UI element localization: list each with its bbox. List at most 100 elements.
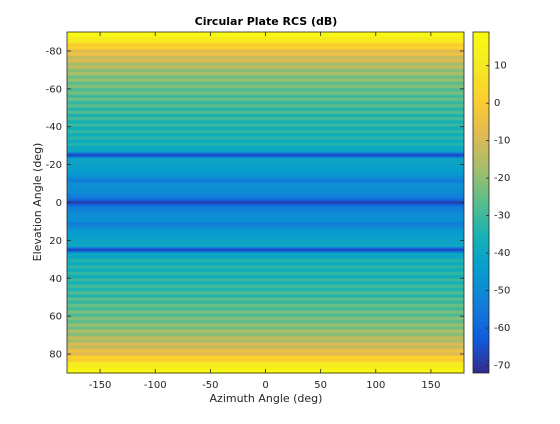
heatmap-row bbox=[67, 159, 464, 161]
heatmap-row bbox=[67, 235, 464, 238]
heatmap-row bbox=[67, 336, 464, 339]
heatmap-row bbox=[67, 79, 464, 81]
heatmap-row bbox=[67, 364, 464, 367]
heatmap-row bbox=[67, 242, 464, 245]
y-tick-label: -20 bbox=[46, 160, 62, 171]
heatmap-row bbox=[67, 89, 464, 91]
heatmap-row bbox=[67, 367, 464, 370]
heatmap-row bbox=[67, 346, 464, 349]
heatmap-row bbox=[67, 75, 464, 77]
heatmap-row bbox=[67, 276, 464, 279]
heatmap-row bbox=[67, 120, 464, 122]
heatmap-row bbox=[67, 229, 464, 232]
heatmap-row bbox=[67, 322, 464, 325]
heatmap-row bbox=[67, 216, 464, 219]
heatmap-area bbox=[67, 32, 464, 374]
heatmap-row bbox=[67, 145, 464, 147]
heatmap-row bbox=[67, 162, 464, 164]
heatmap-row bbox=[67, 47, 464, 49]
heatmap-row bbox=[67, 100, 464, 102]
heatmap-row bbox=[67, 282, 464, 285]
colorbar bbox=[472, 31, 490, 374]
heatmap-row bbox=[67, 222, 464, 225]
heatmap-row bbox=[67, 58, 464, 60]
heatmap-row bbox=[67, 366, 464, 369]
heatmap-row bbox=[67, 76, 464, 78]
heatmap-row bbox=[67, 152, 464, 154]
heatmap-row bbox=[67, 309, 464, 312]
heatmap-row bbox=[67, 352, 464, 355]
heatmap-row bbox=[67, 199, 464, 202]
heatmap-row bbox=[67, 269, 464, 272]
heatmap-row bbox=[67, 83, 464, 85]
chart-title: Circular Plate RCS (dB) bbox=[195, 15, 338, 28]
heatmap-row bbox=[67, 291, 464, 294]
heatmap-row bbox=[67, 171, 464, 174]
heatmap-row bbox=[67, 288, 464, 291]
heatmap-row bbox=[67, 275, 464, 278]
heatmap-row bbox=[67, 332, 464, 335]
heatmap-row bbox=[67, 280, 464, 283]
heatmap-row bbox=[67, 350, 464, 353]
heatmap-row bbox=[67, 267, 464, 270]
heatmap-row bbox=[67, 143, 464, 145]
x-tick-label: 150 bbox=[421, 380, 440, 391]
heatmap-row bbox=[67, 173, 464, 176]
y-tick-label: 0 bbox=[56, 198, 62, 209]
heatmap-row bbox=[67, 251, 464, 254]
heatmap-row bbox=[67, 95, 464, 97]
heatmap-row bbox=[67, 250, 464, 253]
heatmap-row bbox=[67, 66, 464, 68]
heatmap-row bbox=[67, 281, 464, 284]
heatmap-row bbox=[67, 55, 464, 57]
heatmap-row bbox=[67, 274, 464, 277]
heatmap-row bbox=[67, 178, 464, 181]
heatmap-row bbox=[67, 330, 464, 333]
y-tick-label: 40 bbox=[49, 274, 62, 285]
heatmap-row bbox=[67, 69, 464, 71]
heatmap-row bbox=[67, 125, 464, 127]
heatmap-row bbox=[67, 198, 464, 201]
heatmap-row bbox=[67, 209, 464, 212]
heatmap-row bbox=[67, 188, 464, 191]
heatmap-row bbox=[67, 149, 464, 151]
heatmap-row bbox=[67, 132, 464, 134]
heatmap-row bbox=[67, 292, 464, 295]
heatmap-row bbox=[67, 323, 464, 326]
heatmap-row bbox=[67, 134, 464, 136]
heatmap-row bbox=[67, 165, 464, 167]
heatmap-row bbox=[67, 160, 464, 162]
heatmap-row bbox=[67, 264, 464, 267]
heatmap-row bbox=[67, 345, 464, 348]
heatmap-row bbox=[67, 325, 464, 328]
heatmap-row bbox=[67, 39, 464, 41]
y-axis-ticks: -80 -60 -40 -20 0 20 40 60 80 bbox=[46, 46, 464, 361]
heatmap-row bbox=[67, 42, 464, 44]
heatmap-row bbox=[67, 68, 464, 70]
heatmap-row bbox=[67, 362, 464, 365]
heatmap-row bbox=[67, 135, 464, 137]
heatmap-row bbox=[67, 294, 464, 297]
heatmap-row bbox=[67, 353, 464, 356]
heatmap-row bbox=[67, 126, 464, 128]
heatmap-row bbox=[67, 210, 464, 213]
heatmap-row bbox=[67, 127, 464, 129]
heatmap-row bbox=[67, 335, 464, 338]
heatmap-row bbox=[67, 277, 464, 280]
heatmap-row bbox=[67, 319, 464, 322]
heatmap-row bbox=[67, 51, 464, 53]
heatmap-row bbox=[67, 243, 464, 246]
heatmap-row bbox=[67, 142, 464, 144]
heatmap-row bbox=[67, 327, 464, 330]
heatmap-row bbox=[67, 183, 464, 186]
y-tick-label: -40 bbox=[46, 122, 62, 133]
heatmap-row bbox=[67, 312, 464, 315]
heatmap-row bbox=[67, 41, 464, 43]
heatmap-row bbox=[67, 231, 464, 234]
heatmap-row bbox=[67, 118, 464, 120]
heatmap-row bbox=[67, 220, 464, 223]
colorbar-tick-label: -60 bbox=[494, 323, 510, 334]
heatmap-row bbox=[67, 228, 464, 231]
heatmap-row bbox=[67, 113, 464, 115]
heatmap-row bbox=[67, 347, 464, 350]
